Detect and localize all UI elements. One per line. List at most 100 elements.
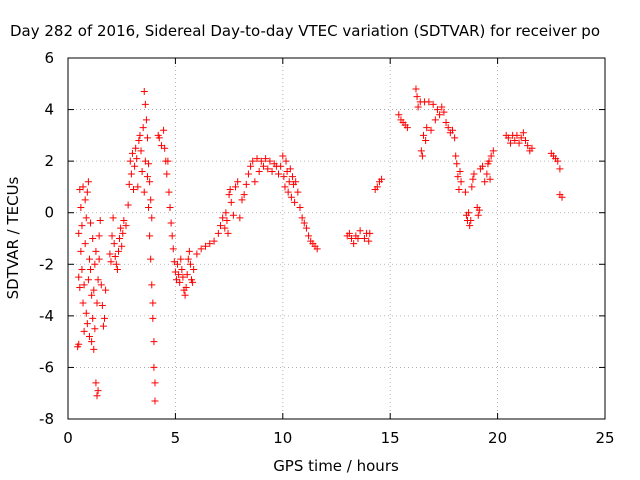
data-point: [84, 178, 92, 186]
x-tick-label: 0: [63, 429, 73, 447]
data-point: [131, 162, 139, 170]
y-axis: -8 -6 -4 -2 0 2 4 6: [39, 49, 605, 428]
data-point: [169, 245, 177, 253]
data-point: [165, 188, 173, 196]
data-point: [226, 186, 234, 194]
data-point: [210, 237, 218, 245]
data-point: [403, 124, 411, 132]
data-point: [255, 167, 263, 175]
data-point: [238, 196, 246, 204]
data-point: [93, 392, 101, 400]
data-point: [89, 314, 97, 322]
data-point: [185, 247, 193, 255]
data-point: [88, 291, 96, 299]
data-point: [249, 157, 257, 165]
plot-frame: [67, 57, 606, 420]
data-point: [77, 247, 85, 255]
y-tick-label: 0: [44, 204, 54, 222]
data-point: [92, 247, 100, 255]
data-point: [107, 258, 115, 266]
chart-title: Day 282 of 2016, Sidereal Day-to-day VTE…: [10, 22, 600, 40]
x-tick-label: 15: [381, 429, 400, 447]
data-point: [451, 134, 459, 142]
data-point: [110, 240, 118, 248]
data-point: [175, 271, 183, 279]
data-point: [412, 85, 420, 93]
data-point: [145, 204, 153, 212]
data-point: [456, 167, 464, 175]
data-point: [186, 260, 194, 268]
data-point: [193, 250, 201, 258]
data-point: [236, 214, 244, 222]
data-point: [465, 209, 473, 217]
y-tick-label: -8: [39, 410, 54, 428]
data-point: [425, 98, 433, 106]
data-point: [395, 111, 403, 119]
data-point: [219, 214, 227, 222]
data-point: [116, 235, 124, 242]
data-point: [345, 229, 353, 237]
data-point: [88, 338, 96, 346]
data-point: [81, 196, 89, 204]
data-point: [285, 178, 293, 186]
data-point: [457, 178, 465, 186]
data-point: [253, 155, 261, 163]
data-point: [558, 193, 566, 201]
data-point: [75, 273, 83, 281]
data-point: [149, 314, 157, 322]
data-point: [140, 188, 148, 196]
data-point: [225, 191, 233, 199]
data-point: [354, 235, 362, 242]
data-point: [229, 211, 237, 219]
data-point: [139, 124, 147, 132]
data-point: [522, 137, 530, 145]
data-point: [418, 152, 426, 160]
data-point: [453, 160, 461, 168]
data-point: [128, 149, 136, 157]
data-point: [150, 363, 158, 371]
data-point: [111, 253, 119, 261]
data-point: [76, 283, 84, 291]
data-point: [373, 183, 381, 191]
data-point: [80, 327, 88, 335]
data-point: [479, 162, 487, 170]
data-point: [113, 265, 121, 273]
data-point: [475, 206, 483, 214]
data-point: [182, 283, 190, 291]
y-tick-label: 2: [44, 152, 54, 170]
data-point: [438, 103, 446, 111]
data-point: [288, 173, 296, 181]
data-point: [436, 111, 444, 119]
data-point: [483, 170, 491, 178]
data-point: [201, 242, 209, 250]
data-point: [82, 214, 90, 222]
data-point: [227, 198, 235, 206]
data-point: [280, 173, 288, 181]
data-point: [197, 245, 205, 253]
data-point: [84, 276, 92, 284]
data-point: [259, 162, 267, 170]
data-point: [83, 320, 91, 328]
data-point: [155, 134, 163, 142]
data-point: [138, 167, 146, 175]
data-point: [140, 88, 148, 96]
data-point: [114, 247, 122, 255]
data-point: [298, 214, 306, 222]
data-point: [206, 240, 214, 248]
y-tick-label: -6: [39, 358, 54, 376]
data-point: [284, 188, 292, 196]
data-point: [95, 232, 103, 240]
data-point: [429, 100, 437, 108]
data-point: [214, 229, 222, 237]
data-point: [93, 299, 101, 307]
data-point: [90, 286, 98, 294]
data-point: [87, 265, 95, 273]
data-point: [554, 157, 562, 165]
data-point: [232, 183, 240, 191]
data-point: [143, 173, 151, 181]
data-point: [455, 186, 463, 194]
data-point: [440, 108, 448, 116]
data-point: [282, 157, 290, 165]
data-point: [279, 152, 287, 160]
